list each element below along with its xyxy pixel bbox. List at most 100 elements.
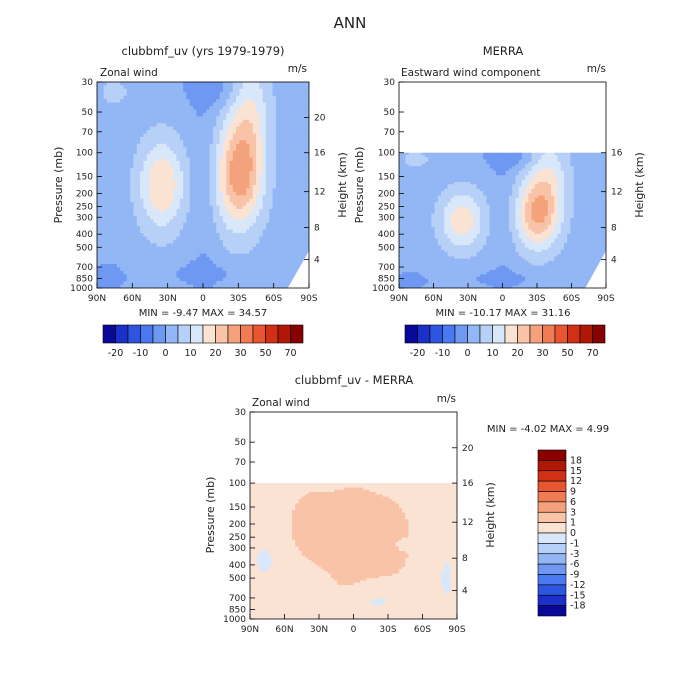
contour-cell <box>206 147 211 152</box>
contour-cell <box>483 173 487 176</box>
contour-cell <box>428 182 432 185</box>
contour-cell <box>199 109 204 114</box>
contour-cell <box>411 177 416 181</box>
contour-cell <box>242 164 247 169</box>
contour-cell <box>222 126 227 131</box>
contour-cell <box>441 164 445 167</box>
contour-cell <box>292 123 297 128</box>
contour-cell <box>203 198 207 203</box>
contour-cell <box>486 166 491 170</box>
contour-cell <box>186 164 191 169</box>
contour-cell <box>120 102 125 107</box>
contour-cell <box>159 126 164 131</box>
contour-cell <box>169 202 174 207</box>
contour-cell <box>285 140 290 145</box>
y-tick-label: 50 <box>82 108 94 118</box>
contour-cell <box>279 88 284 93</box>
contour-cell <box>140 85 144 90</box>
contour-cell <box>103 136 108 141</box>
contour-cell <box>189 229 194 234</box>
contour-cell <box>476 168 481 172</box>
contour-cell <box>499 188 504 192</box>
contour-cell <box>450 164 455 167</box>
contour-cell <box>179 260 184 265</box>
contour-cell <box>236 188 241 193</box>
contour-cell <box>402 166 407 170</box>
contour-cell <box>183 195 188 200</box>
contour-cell <box>183 99 188 104</box>
contour-cell <box>299 147 303 152</box>
contour-cell <box>236 181 241 186</box>
contour-cell <box>486 157 491 161</box>
contour-cell <box>239 106 244 111</box>
contour-cell <box>106 284 111 288</box>
contour-cell <box>282 181 287 186</box>
contour-cell <box>226 130 231 135</box>
contour-cell <box>305 205 309 210</box>
contour-cell <box>140 181 144 186</box>
contour-cell <box>249 164 254 169</box>
contour-cell <box>130 219 135 224</box>
contour-cell <box>544 173 549 176</box>
contour-cell <box>130 126 135 131</box>
contour-cell <box>599 168 604 172</box>
contour-cell <box>106 270 111 275</box>
contour-cell <box>580 179 584 183</box>
contour-cell <box>189 133 194 138</box>
contour-cell <box>292 160 297 165</box>
contour-cell <box>219 109 224 114</box>
contour-cell <box>415 177 419 181</box>
contour-cell <box>246 174 250 179</box>
contour-cell <box>421 175 426 179</box>
contour-cell <box>269 233 274 238</box>
contour-cell <box>236 171 241 176</box>
contour-cell <box>246 277 250 282</box>
contour-cell <box>259 222 264 227</box>
contour-cell <box>166 236 171 241</box>
contour-cell <box>528 157 533 161</box>
contour-cell <box>576 175 581 179</box>
contour-cell <box>239 136 244 141</box>
contour-cell <box>236 209 241 214</box>
contour-cell <box>505 184 510 188</box>
contour-cell <box>143 229 148 234</box>
contour-cell <box>159 229 164 234</box>
contour-cell <box>292 133 297 138</box>
contour-cell <box>123 202 128 207</box>
contour-cell <box>299 171 303 176</box>
contour-cell <box>216 202 221 207</box>
contour-cell <box>265 95 270 100</box>
contour-cell <box>272 164 277 169</box>
contour-cell <box>586 168 591 172</box>
contour-cell <box>586 179 591 183</box>
contour-cell <box>193 154 197 159</box>
contour-cell <box>173 150 178 155</box>
contour-cell <box>97 116 101 121</box>
contour-cell <box>159 226 164 231</box>
contour-cell <box>563 177 568 181</box>
contour-cell <box>209 126 214 131</box>
contour-cell <box>441 188 445 192</box>
contour-cell <box>130 106 135 111</box>
contour-cell <box>249 284 254 288</box>
contour-cell <box>589 159 594 163</box>
contour-cell <box>453 166 458 170</box>
contour-cell <box>272 226 277 231</box>
contour-cell <box>272 160 277 165</box>
contour-cell <box>136 150 141 155</box>
contour-cell <box>219 157 224 162</box>
contour-cell <box>557 159 562 163</box>
contour-cell <box>216 229 221 234</box>
contour-cell <box>299 174 303 179</box>
contour-cell <box>521 161 526 165</box>
panel-merra-title: MERRA <box>483 44 524 58</box>
contour-cell <box>133 160 138 165</box>
contour-cell <box>150 99 154 104</box>
contour-cell <box>249 267 254 272</box>
contour-cell <box>285 229 290 234</box>
contour-cell <box>262 215 267 220</box>
contour-cell <box>554 154 559 158</box>
contour-cell <box>143 202 148 207</box>
contour-cell <box>163 154 168 159</box>
contour-cell <box>447 184 452 188</box>
